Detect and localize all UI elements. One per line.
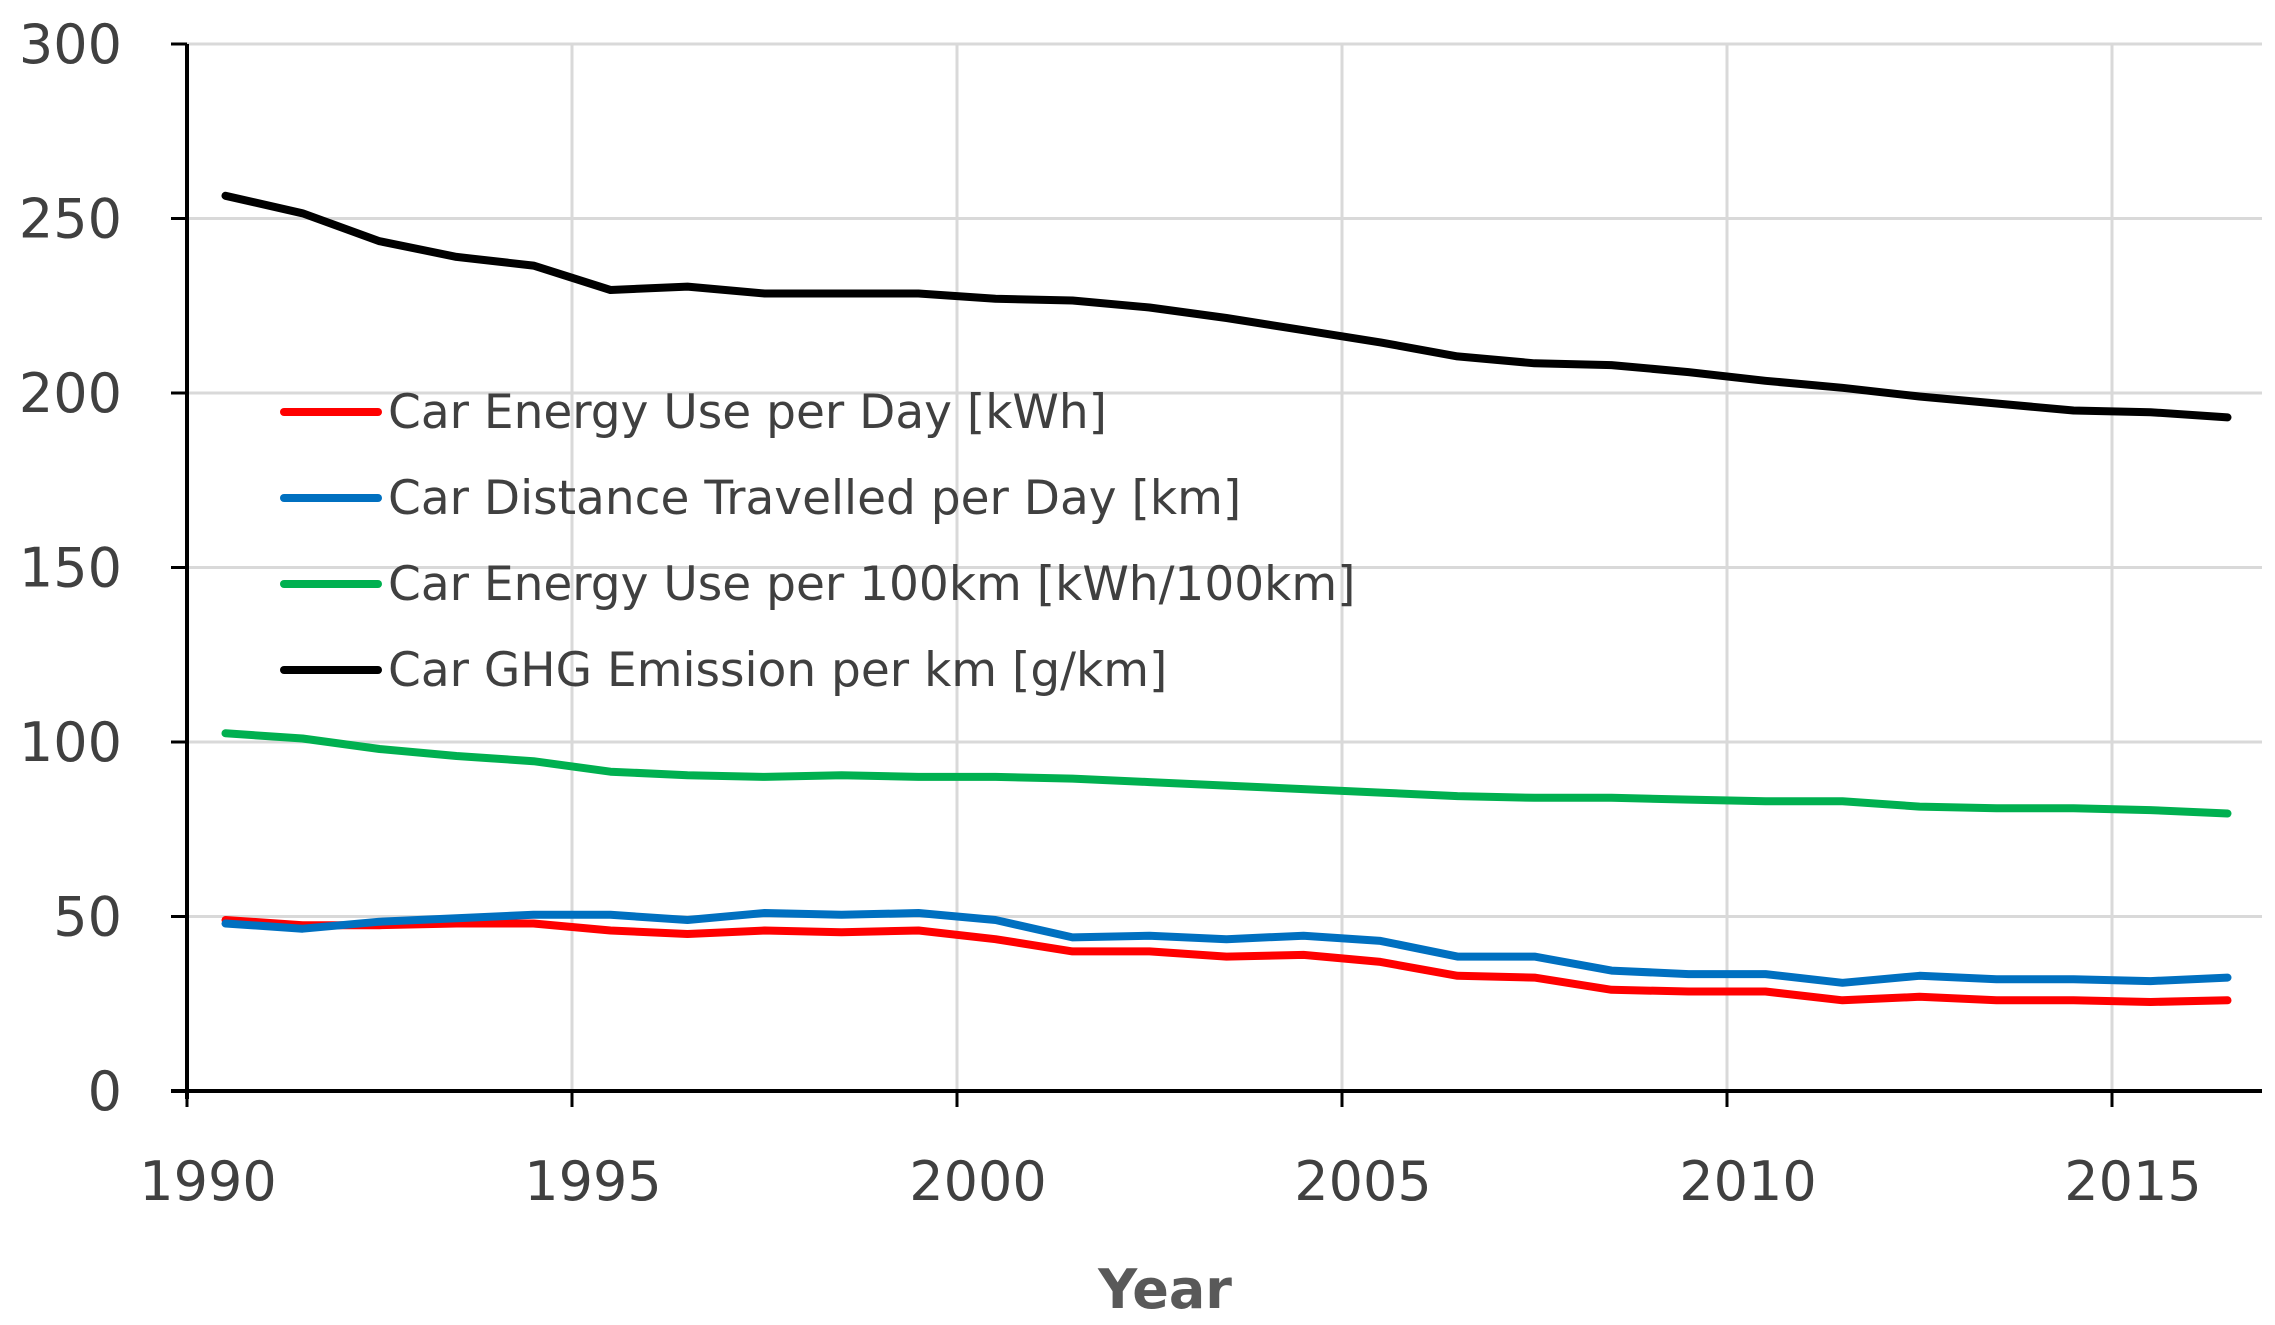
x-tick-label-2005: 2005	[1294, 1150, 1431, 1213]
x-tick-label-2010: 2010	[1679, 1150, 1816, 1213]
x-axis-ticks: 1990 1995 2000 2005 2010 2015	[139, 1091, 2202, 1213]
series-line-3	[221, 729, 2232, 818]
legend-label-4: Car GHG Emission per km [g/km]	[388, 643, 1167, 698]
x-tick-label-2015: 2015	[2064, 1150, 2201, 1213]
y-tick-label-0: 0	[88, 1060, 122, 1123]
y-tick-label-50: 50	[53, 886, 122, 949]
legend: Car Energy Use per Day [kWh] Car Distance…	[280, 385, 1355, 698]
y-axis-ticks: 0 50 100 150 200 250 300	[19, 13, 187, 1123]
series-line-2	[221, 909, 2232, 987]
x-tick-label-2000: 2000	[909, 1150, 1046, 1213]
legend-label-3: Car Energy Use per 100km [kWh/100km]	[388, 557, 1355, 612]
y-tick-label-200: 200	[19, 362, 122, 425]
series-line-4	[221, 191, 2232, 422]
y-tick-label-250: 250	[19, 188, 122, 251]
y-tick-label-100: 100	[19, 711, 122, 774]
y-tick-label-300: 300	[19, 13, 122, 76]
x-tick-label-1990: 1990	[139, 1150, 276, 1213]
legend-label-2: Car Distance Travelled per Day [km]	[388, 471, 1241, 526]
x-axis-label: Year	[1097, 1258, 1232, 1321]
grid-lines	[187, 42, 2262, 1091]
series-lines	[221, 191, 2232, 1006]
y-tick-label-150: 150	[19, 537, 122, 600]
series-line-1	[221, 916, 2232, 1006]
legend-label-1: Car Energy Use per Day [kWh]	[388, 385, 1107, 440]
x-tick-label-1995: 1995	[524, 1150, 661, 1213]
